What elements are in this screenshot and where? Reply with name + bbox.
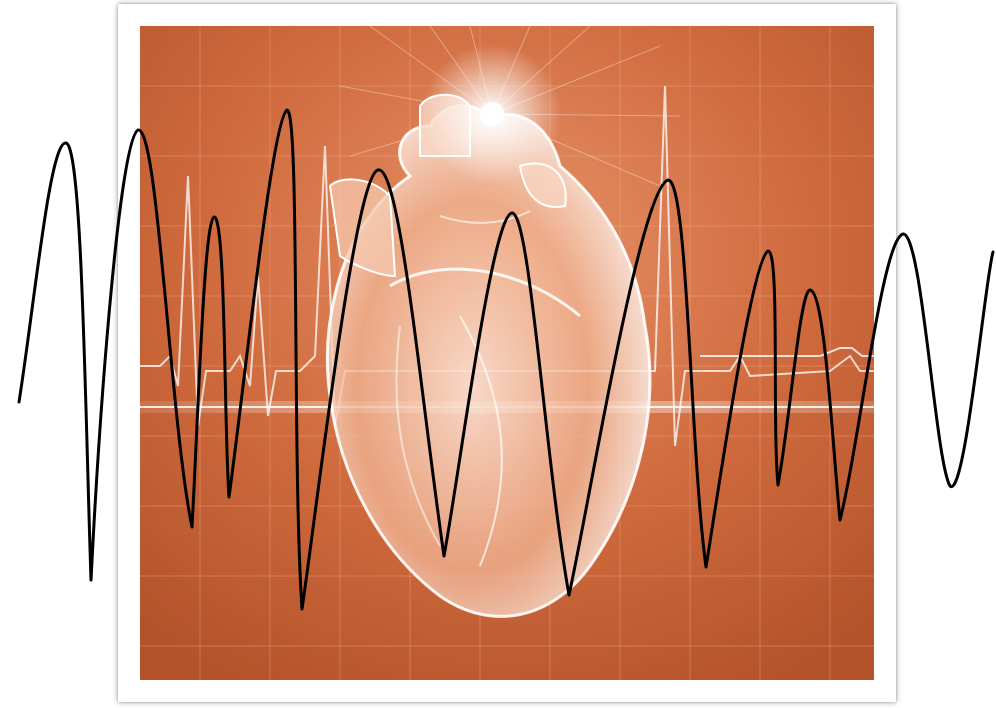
photo-frame: [118, 4, 896, 702]
heart-ecg-photo: [140, 26, 874, 680]
heart-ecg-illustration: [140, 26, 874, 680]
light-flare-core: [480, 102, 504, 126]
